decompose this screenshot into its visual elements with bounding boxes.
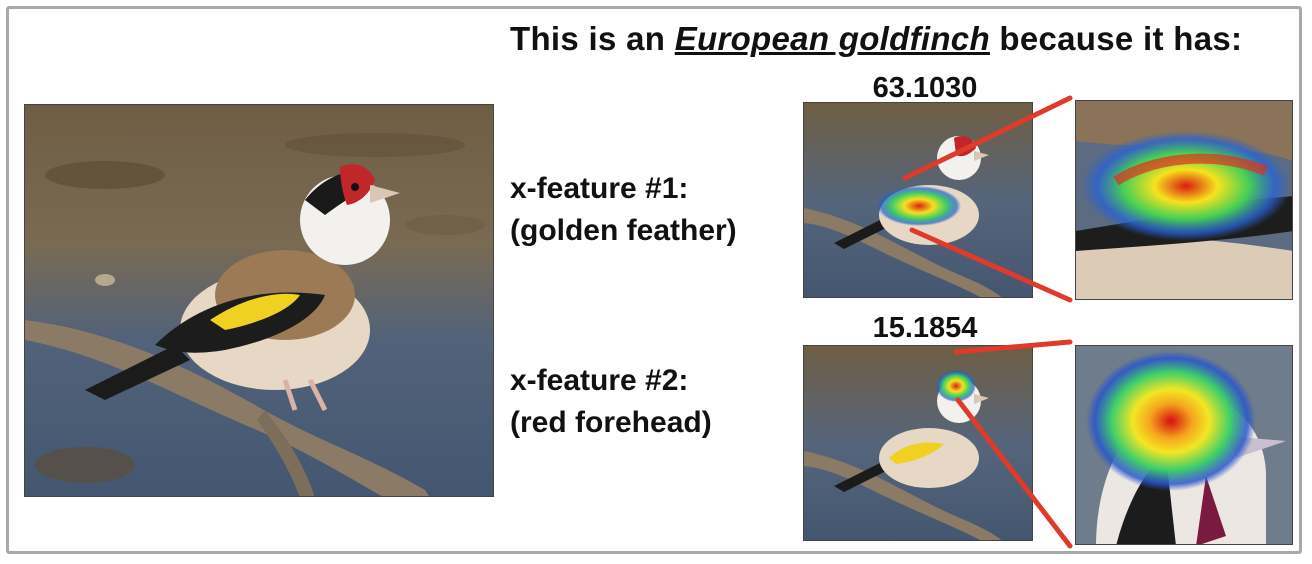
feature-2-heatmap-image <box>803 345 1033 541</box>
caption-suffix: because it has: <box>989 20 1243 57</box>
feature-2-score: 15.1854 <box>872 312 978 344</box>
feature-2-description: (red forehead) <box>510 406 712 439</box>
feature-1-zoom-patch <box>1075 100 1293 300</box>
figure-frame <box>6 6 1302 554</box>
feature-1-score: 63.1030 <box>872 72 978 104</box>
figure-caption: This is an European goldfinch because it… <box>510 20 1300 58</box>
feature-2-title: x-feature #2: <box>510 364 689 397</box>
feature-1-description: (golden feather) <box>510 214 737 247</box>
feature-2-zoom-patch <box>1075 345 1293 545</box>
species-name: European goldfinch <box>674 20 990 57</box>
feature-1-title: x-feature #1: <box>510 172 689 205</box>
input-bird-photo <box>24 104 494 497</box>
feature-1-heatmap-image <box>803 102 1033 298</box>
caption-prefix: This is an <box>510 20 675 57</box>
